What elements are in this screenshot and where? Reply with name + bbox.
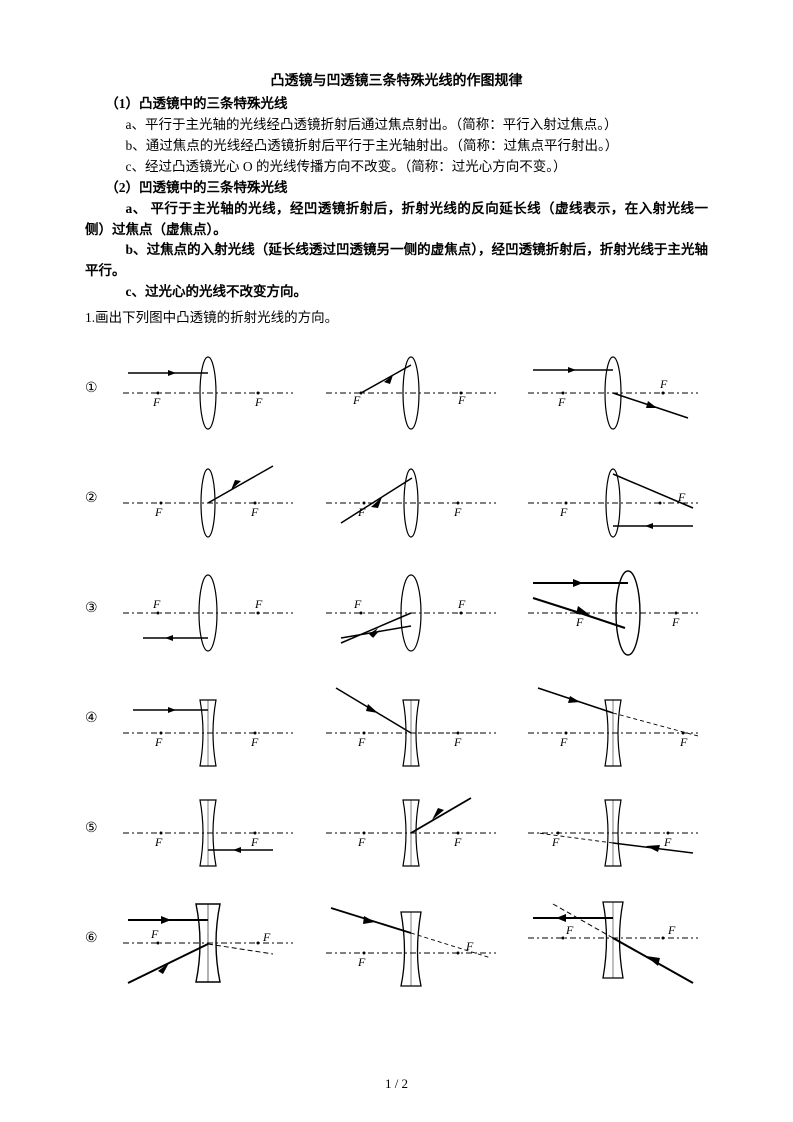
svg-text:F: F — [254, 597, 263, 611]
svg-text:F: F — [154, 505, 163, 519]
diagram-2-1: F F — [113, 458, 303, 548]
svg-text:F: F — [250, 835, 259, 849]
svg-text:F: F — [357, 835, 366, 849]
row-label-5: ⑤ — [85, 788, 113, 837]
svg-text:F: F — [152, 597, 161, 611]
svg-text:F: F — [262, 930, 271, 944]
row-label-4: ④ — [85, 678, 113, 727]
row-label-1: ① — [85, 348, 113, 397]
svg-text:F: F — [575, 615, 584, 629]
diagram-2-3: F F — [518, 458, 708, 548]
rule-1a: a、平行于主光轴的光线经凸透镜折射后通过焦点射出。（简称：平行入射过焦点。） — [85, 115, 708, 136]
diagram-1-2: F F — [316, 348, 506, 438]
diagram-1-1: F F — [113, 348, 303, 438]
rule-1b: b、通过焦点的光线经凸透镜折射后平行于主光轴射出。（简称：过焦点平行射出。） — [85, 136, 708, 157]
svg-text:F: F — [154, 835, 163, 849]
svg-text:F: F — [663, 835, 672, 849]
diagram-5-2: F F — [316, 788, 506, 878]
svg-text:F: F — [254, 395, 263, 409]
svg-text:F: F — [453, 835, 462, 849]
svg-text:F: F — [152, 395, 161, 409]
section1-heading: （1）凸透镜中的三条特殊光线 — [85, 94, 708, 115]
svg-text:F: F — [565, 923, 574, 937]
rule-2a: a、 平行于主光轴的光线，经凹透镜折射后，折射光线的反向延长线（虚线表示，在入射… — [85, 199, 708, 241]
svg-text:F: F — [465, 939, 474, 953]
diagram-2-2: F F — [316, 458, 506, 548]
diagram-4-2: F F — [316, 678, 506, 768]
rule-1c: c、经过凸透镜光心 O 的光线传播方向不改变。（简称：过光心方向不变。） — [85, 157, 708, 178]
svg-text:F: F — [559, 735, 568, 749]
svg-text:F: F — [671, 615, 680, 629]
svg-text:F: F — [457, 393, 466, 407]
svg-text:F: F — [352, 393, 361, 407]
svg-text:F: F — [453, 735, 462, 749]
svg-text:F: F — [453, 505, 462, 519]
diagram-6-2: F F — [316, 898, 506, 988]
diagram-5-1: F F — [113, 788, 303, 878]
svg-text:F: F — [150, 927, 159, 941]
diagram-1-3: F F — [518, 348, 708, 438]
diagram-3-3: F F — [518, 568, 708, 658]
exercise-text: 1.画出下列图中凸透镜的折射光线的方向。 — [85, 306, 708, 326]
svg-text:F: F — [559, 505, 568, 519]
svg-text:F: F — [353, 597, 362, 611]
page-footer: 1 / 2 — [0, 1076, 793, 1092]
rule-2b: b、过焦点的入射光线（延长线透过凹透镜另一侧的虚焦点），经凹透镜折射后，折射光线… — [85, 240, 708, 282]
diagram-5-3: F F — [518, 788, 708, 878]
diagram-3-1: F F — [113, 568, 303, 658]
svg-text:F: F — [557, 395, 566, 409]
svg-text:F: F — [679, 735, 688, 749]
diagram-6-1: F F — [113, 898, 303, 988]
svg-text:F: F — [154, 735, 163, 749]
svg-text:F: F — [250, 735, 259, 749]
row-label-6: ⑥ — [85, 898, 113, 947]
svg-text:F: F — [250, 505, 259, 519]
diagram-4-1: F F — [113, 678, 303, 768]
diagram-grid: ① F F F F F F ② — [85, 348, 708, 988]
diagram-4-3: F F — [518, 678, 708, 768]
svg-text:F: F — [667, 923, 676, 937]
diagram-3-2: F F — [316, 568, 506, 658]
page-title: 凸透镜与凹透镜三条特殊光线的作图规律 — [85, 70, 708, 90]
rule-2c: c、过光心的光线不改变方向。 — [85, 282, 708, 303]
row-label-2: ② — [85, 458, 113, 507]
section2-heading: （2）凹透镜中的三条特殊光线 — [85, 178, 708, 199]
svg-text:F: F — [551, 835, 560, 849]
diagram-6-3: F F — [518, 898, 708, 988]
svg-text:F: F — [659, 377, 668, 391]
row-label-3: ③ — [85, 568, 113, 617]
svg-text:F: F — [357, 735, 366, 749]
svg-text:F: F — [357, 955, 366, 969]
svg-text:F: F — [457, 597, 466, 611]
